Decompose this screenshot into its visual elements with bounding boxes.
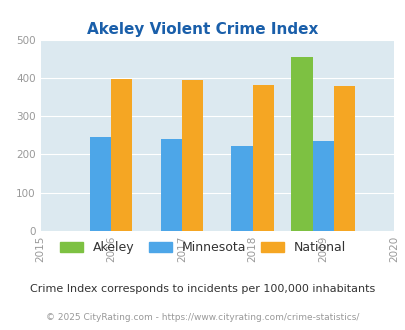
Bar [333,85,354,231]
Text: Crime Index corresponds to incidents per 100,000 inhabitants: Crime Index corresponds to incidents per… [30,284,375,294]
Text: Akeley Violent Crime Index: Akeley Violent Crime Index [87,22,318,37]
Bar [181,80,202,231]
Bar [231,146,252,231]
Bar [111,79,132,231]
Bar [312,141,333,231]
Bar [90,137,111,231]
Bar [252,85,273,231]
Bar [291,57,312,231]
Bar [160,139,181,231]
Text: © 2025 CityRating.com - https://www.cityrating.com/crime-statistics/: © 2025 CityRating.com - https://www.city… [46,313,359,322]
Legend: Akeley, Minnesota, National: Akeley, Minnesota, National [55,236,350,259]
